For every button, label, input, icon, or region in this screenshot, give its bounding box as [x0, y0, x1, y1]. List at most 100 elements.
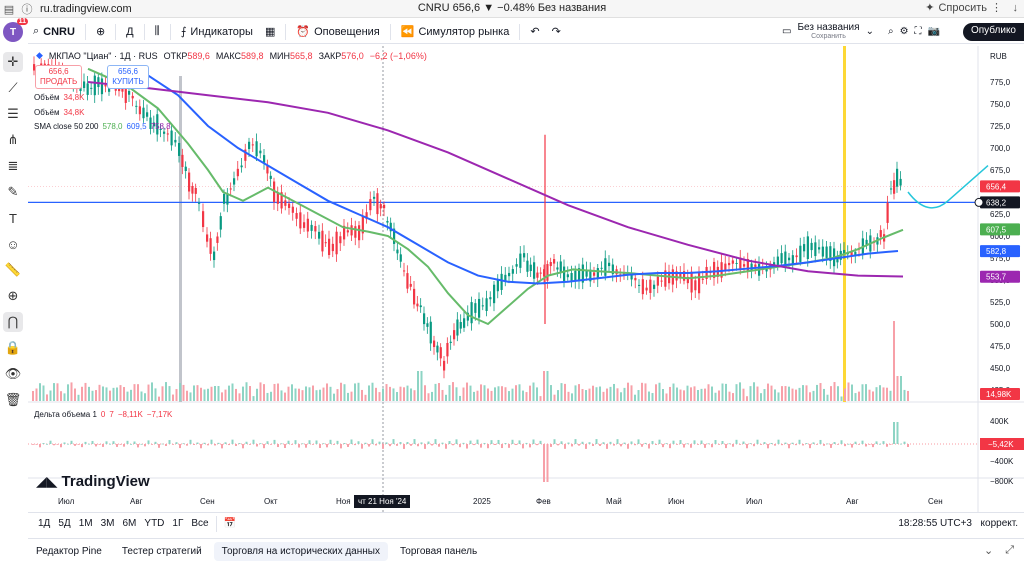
volume-bar: [329, 386, 332, 401]
delta-bar: [679, 440, 682, 444]
more-icon[interactable]: ⋮: [991, 2, 1002, 14]
volume-bar: [434, 383, 437, 401]
volume-bar: [634, 394, 636, 401]
volume-bar: [424, 385, 426, 401]
volume-bar: [644, 383, 647, 401]
reader-mode-icon[interactable]: ▤: [3, 3, 15, 16]
zoom-in-icon[interactable]: ⊕: [7, 288, 19, 303]
alerts-button[interactable]: ⏰ Оповещения: [291, 21, 384, 43]
indicator-volume-2[interactable]: Объём 34,8K: [34, 108, 84, 117]
volume-bar: [704, 388, 706, 401]
brush-icon[interactable]: ✎: [7, 184, 19, 199]
publish-button[interactable]: Опублико: [962, 23, 1024, 41]
download-icon[interactable]: ↓: [1012, 2, 1019, 14]
indicators-button[interactable]: ⨍ Индикаторы: [176, 21, 258, 43]
volume-bar: [781, 386, 783, 401]
candle-body: [321, 230, 324, 252]
range-6m[interactable]: 6М: [122, 518, 137, 529]
volume-bar: [382, 388, 384, 401]
tab-strategy-tester[interactable]: Тестер стратегий: [121, 545, 202, 557]
chart-type-button[interactable]: ⫼: [150, 21, 165, 43]
adjustment-toggle[interactable]: коррект.: [980, 518, 1018, 529]
range-ytd[interactable]: YTD: [144, 518, 165, 529]
tradingview-logo[interactable]: ◢◣ TradingView: [36, 473, 150, 490]
indicators-label: Индикаторы: [190, 25, 253, 38]
address-bar[interactable]: ru.tradingview.com: [40, 3, 132, 15]
eye-icon[interactable]: 👁: [4, 366, 22, 381]
interval-button[interactable]: Д: [126, 25, 134, 38]
candle-body: [890, 188, 893, 190]
volume-bar: [312, 385, 314, 401]
delta-bar: [868, 444, 871, 445]
camera-icon[interactable]: 📷: [927, 25, 940, 37]
delta-bar: [319, 444, 321, 448]
redo-button[interactable]: ↷: [547, 21, 566, 43]
delta-bar: [193, 444, 195, 445]
volume-bar: [455, 387, 458, 401]
layout-selector[interactable]: ▭ Без названия Сохранить ⌄ ⌕ ⚙ ⛶ 📷: [782, 22, 940, 40]
replay-button[interactable]: ⏪ Симулятор рынка: [396, 21, 515, 43]
fib-icon[interactable]: ≣: [7, 158, 19, 173]
templates-button[interactable]: ▦: [260, 21, 280, 43]
volume-bar: [172, 394, 174, 401]
tab-trading-panel[interactable]: Торговая панель: [399, 545, 478, 557]
ask-button[interactable]: ✦ Спросить ⋮: [925, 1, 1002, 15]
delta-bar: [427, 441, 430, 444]
trend-line-icon[interactable]: ⟋: [8, 80, 18, 95]
delta-bar: [63, 442, 66, 444]
volume-bar: [98, 384, 101, 401]
chart-canvas[interactable]: 775,0 750,0 725,0 700,0 675,0 625,0 600,0 575,0…: [28, 46, 1024, 512]
trash-icon[interactable]: 🗑: [4, 392, 22, 407]
tab-bar-replay-trading[interactable]: Торговля на исторических данных: [213, 541, 388, 561]
range-5d[interactable]: 5Д: [58, 518, 71, 529]
volume-bar: [448, 385, 451, 401]
search-icon[interactable]: ⌕: [887, 25, 894, 37]
avatar[interactable]: T 11: [3, 18, 28, 42]
volume-bar: [676, 387, 678, 401]
lock-icon[interactable]: 🔒: [4, 340, 22, 355]
delta-bar: [816, 444, 818, 445]
crosshair-icon[interactable]: ✛: [3, 52, 23, 72]
currency-label[interactable]: RUB: [990, 52, 1007, 61]
range-3m[interactable]: 3М: [100, 518, 115, 529]
ruler-icon[interactable]: 📏: [4, 262, 22, 277]
sell-button[interactable]: 656,6 ПРОДАТЬ: [35, 65, 83, 89]
tab-pine-editor[interactable]: Редактор Pine: [36, 545, 102, 557]
settings-icon[interactable]: ⚙: [899, 25, 909, 37]
symbol-search-button[interactable]: ⌕ CNRU: [28, 21, 80, 43]
delta-bar: [32, 444, 34, 445]
undo-button[interactable]: ↶: [525, 21, 544, 43]
volume-bar: [119, 385, 122, 401]
indicator-sma[interactable]: SMA close 50 200 578,0 609,5 758,8: [34, 122, 171, 131]
range-1y[interactable]: 1Г: [172, 518, 184, 529]
candle-body: [585, 269, 588, 277]
site-info-icon[interactable]: ⓘ: [21, 4, 33, 16]
chevron-down-icon[interactable]: ⌄: [983, 545, 994, 557]
range-all[interactable]: Все: [191, 518, 209, 529]
buy-button[interactable]: 656,6 КУПИТЬ: [107, 65, 149, 89]
delta-bar: [77, 444, 80, 445]
delta-bar: [882, 441, 885, 444]
pitchfork-icon[interactable]: ⋔: [7, 132, 19, 147]
range-1m[interactable]: 1М: [78, 518, 93, 529]
horizontal-lines-icon[interactable]: ☰: [7, 106, 19, 121]
indicator-volume-1[interactable]: Объём 34,8K: [34, 93, 84, 102]
delta-bar: [763, 442, 766, 444]
text-icon[interactable]: T: [9, 210, 17, 226]
compare-button[interactable]: ⊕: [91, 21, 110, 43]
delta-bar: [354, 444, 356, 446]
magnet-icon[interactable]: ⋂: [3, 312, 23, 332]
volume-bar: [165, 382, 167, 401]
clock[interactable]: 18:28:55 UTC+3: [898, 518, 972, 529]
volume-bar: [606, 388, 608, 401]
emoji-icon[interactable]: ☺: [6, 236, 20, 252]
range-1d[interactable]: 1Д: [38, 518, 51, 529]
delta-legend[interactable]: Дельта объема 1 0 7 −8,11K −7,17K: [34, 410, 172, 419]
candle-body: [664, 270, 667, 287]
fullscreen-icon[interactable]: ⛶: [914, 25, 922, 37]
calendar-icon[interactable]: 📅: [223, 518, 237, 529]
maximize-icon[interactable]: ⤢: [1005, 544, 1014, 556]
price-label-badge: [980, 196, 1020, 209]
candle-body: [90, 87, 93, 89]
volume-bar: [630, 385, 633, 401]
